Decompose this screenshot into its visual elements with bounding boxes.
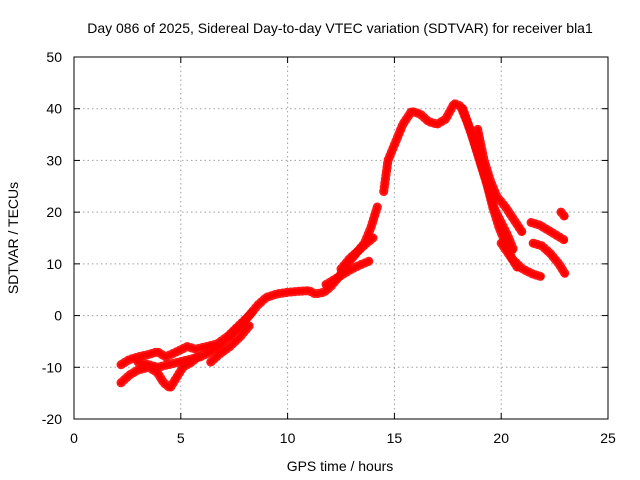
y-tick-label: 40 bbox=[46, 101, 62, 117]
x-tick-label: 0 bbox=[70, 430, 78, 446]
series-track-tail-c-markers bbox=[528, 238, 570, 279]
series-track-descent-b-markers bbox=[458, 104, 519, 256]
y-tick-label: 0 bbox=[54, 308, 62, 324]
y-tick-label: 30 bbox=[46, 152, 62, 168]
tick-layer bbox=[73, 56, 609, 420]
series-track-mid-e-markers bbox=[336, 233, 378, 274]
x-tick-label: 25 bbox=[600, 430, 616, 446]
series-layer bbox=[116, 99, 570, 393]
series-track-tail-b-markers bbox=[526, 218, 570, 246]
series-track-tail-d-markers bbox=[556, 207, 570, 222]
x-tick-label: 5 bbox=[177, 430, 185, 446]
x-tick-label: 10 bbox=[280, 430, 296, 446]
plot-frame bbox=[73, 56, 609, 420]
x-axis-label: GPS time / hours bbox=[287, 458, 394, 474]
series-track-lower-b-markers bbox=[133, 308, 256, 372]
series-track-descent-c-markers bbox=[473, 124, 528, 238]
series-track-lower-a-markers bbox=[116, 352, 203, 393]
y-tick-label: -10 bbox=[42, 359, 62, 375]
series-track-mid-d-markers bbox=[321, 256, 374, 289]
series-track-tail-a-markers bbox=[496, 238, 547, 282]
series-track-main bbox=[118, 204, 380, 368]
chart-title: Day 086 of 2025, Sidereal Day-to-day VTE… bbox=[87, 20, 593, 36]
y-tick-label: -20 bbox=[42, 411, 62, 427]
y-tick-label: 50 bbox=[46, 49, 62, 65]
tick-label-layer: 0 5 10 15 20 25 -20 -10 0 10 20 30 40 50 bbox=[42, 49, 616, 446]
series-track-main-markers bbox=[116, 202, 382, 370]
y-axis-label: SDTVAR / TECUs bbox=[5, 182, 21, 294]
y-tick-label: 20 bbox=[46, 204, 62, 220]
series-track-gap-c-markers bbox=[206, 321, 254, 367]
x-tick-label: 15 bbox=[387, 430, 403, 446]
y-tick-label: 10 bbox=[46, 256, 62, 272]
x-tick-label: 20 bbox=[493, 430, 509, 446]
